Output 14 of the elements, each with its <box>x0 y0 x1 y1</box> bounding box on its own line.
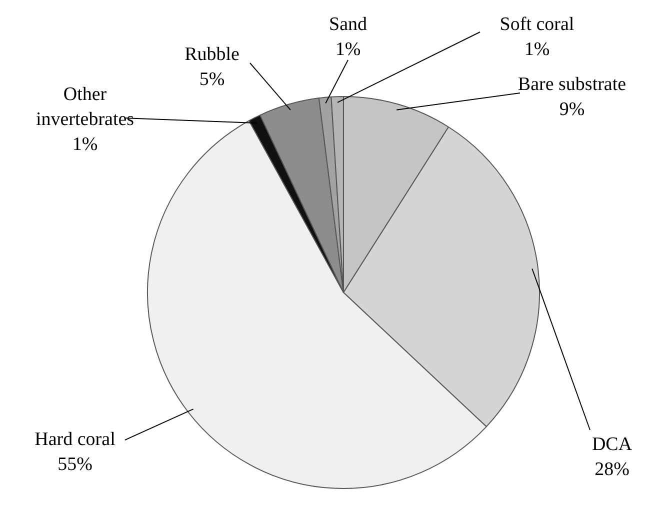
slice-label: Soft coral <box>500 14 574 35</box>
data-label: 1% <box>72 134 98 155</box>
slice-label: Bare substrate <box>518 74 626 95</box>
slice-label: Other invertebrates <box>36 84 134 130</box>
slice-label: Rubble <box>184 44 240 65</box>
slice-label: Hard coral <box>34 428 116 450</box>
data-label: 55% <box>58 454 93 475</box>
data-label: 5% <box>199 68 225 90</box>
slice-label: Sand <box>329 14 368 35</box>
data-label: 28% <box>594 458 630 480</box>
slice-label: DCA <box>592 434 632 455</box>
data-label: 9% <box>559 98 585 120</box>
data-label: 1% <box>524 38 550 60</box>
data-label: 1% <box>335 38 361 60</box>
